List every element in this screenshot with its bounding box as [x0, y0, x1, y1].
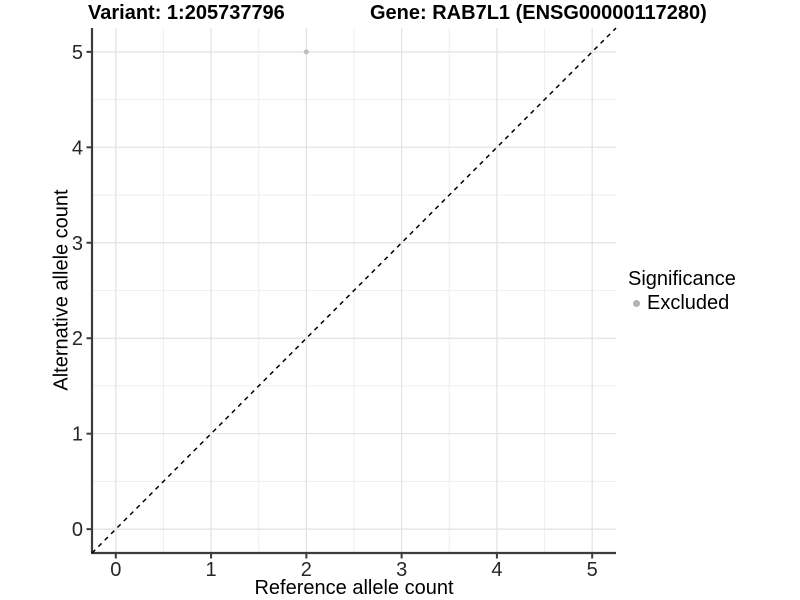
legend-item-label: Excluded: [647, 292, 730, 314]
x-tick-label: 0: [110, 559, 121, 581]
y-tick-label: 0: [72, 519, 83, 541]
x-tick-label: 3: [396, 559, 407, 581]
y-tick-label: 2: [72, 328, 83, 350]
y-tick-label: 4: [72, 137, 83, 159]
x-tick-label: 1: [206, 559, 217, 581]
x-axis-title: Reference allele count: [254, 577, 454, 599]
x-tick-label: 5: [587, 559, 598, 581]
y-tick-label: 5: [72, 42, 83, 64]
legend-item-excluded: Excluded: [633, 292, 736, 314]
x-tick-label: 2: [301, 559, 312, 581]
identity-reference-line: [91, 27, 617, 554]
variant-title: Variant: 1:205737796: [88, 2, 285, 24]
x-tick-label: 4: [491, 559, 502, 581]
data-point-excluded: [303, 49, 309, 55]
y-axis-title: Alternative allele count: [50, 189, 73, 391]
y-tick-label: 1: [72, 424, 83, 446]
y-tick-label: 3: [72, 233, 83, 255]
legend-title: Significance: [628, 268, 736, 290]
excluded-point-icon: [633, 299, 640, 307]
gene-title: Gene: RAB7L1 (ENSG00000117280): [370, 2, 707, 24]
legend: Significance Excluded: [628, 268, 736, 314]
